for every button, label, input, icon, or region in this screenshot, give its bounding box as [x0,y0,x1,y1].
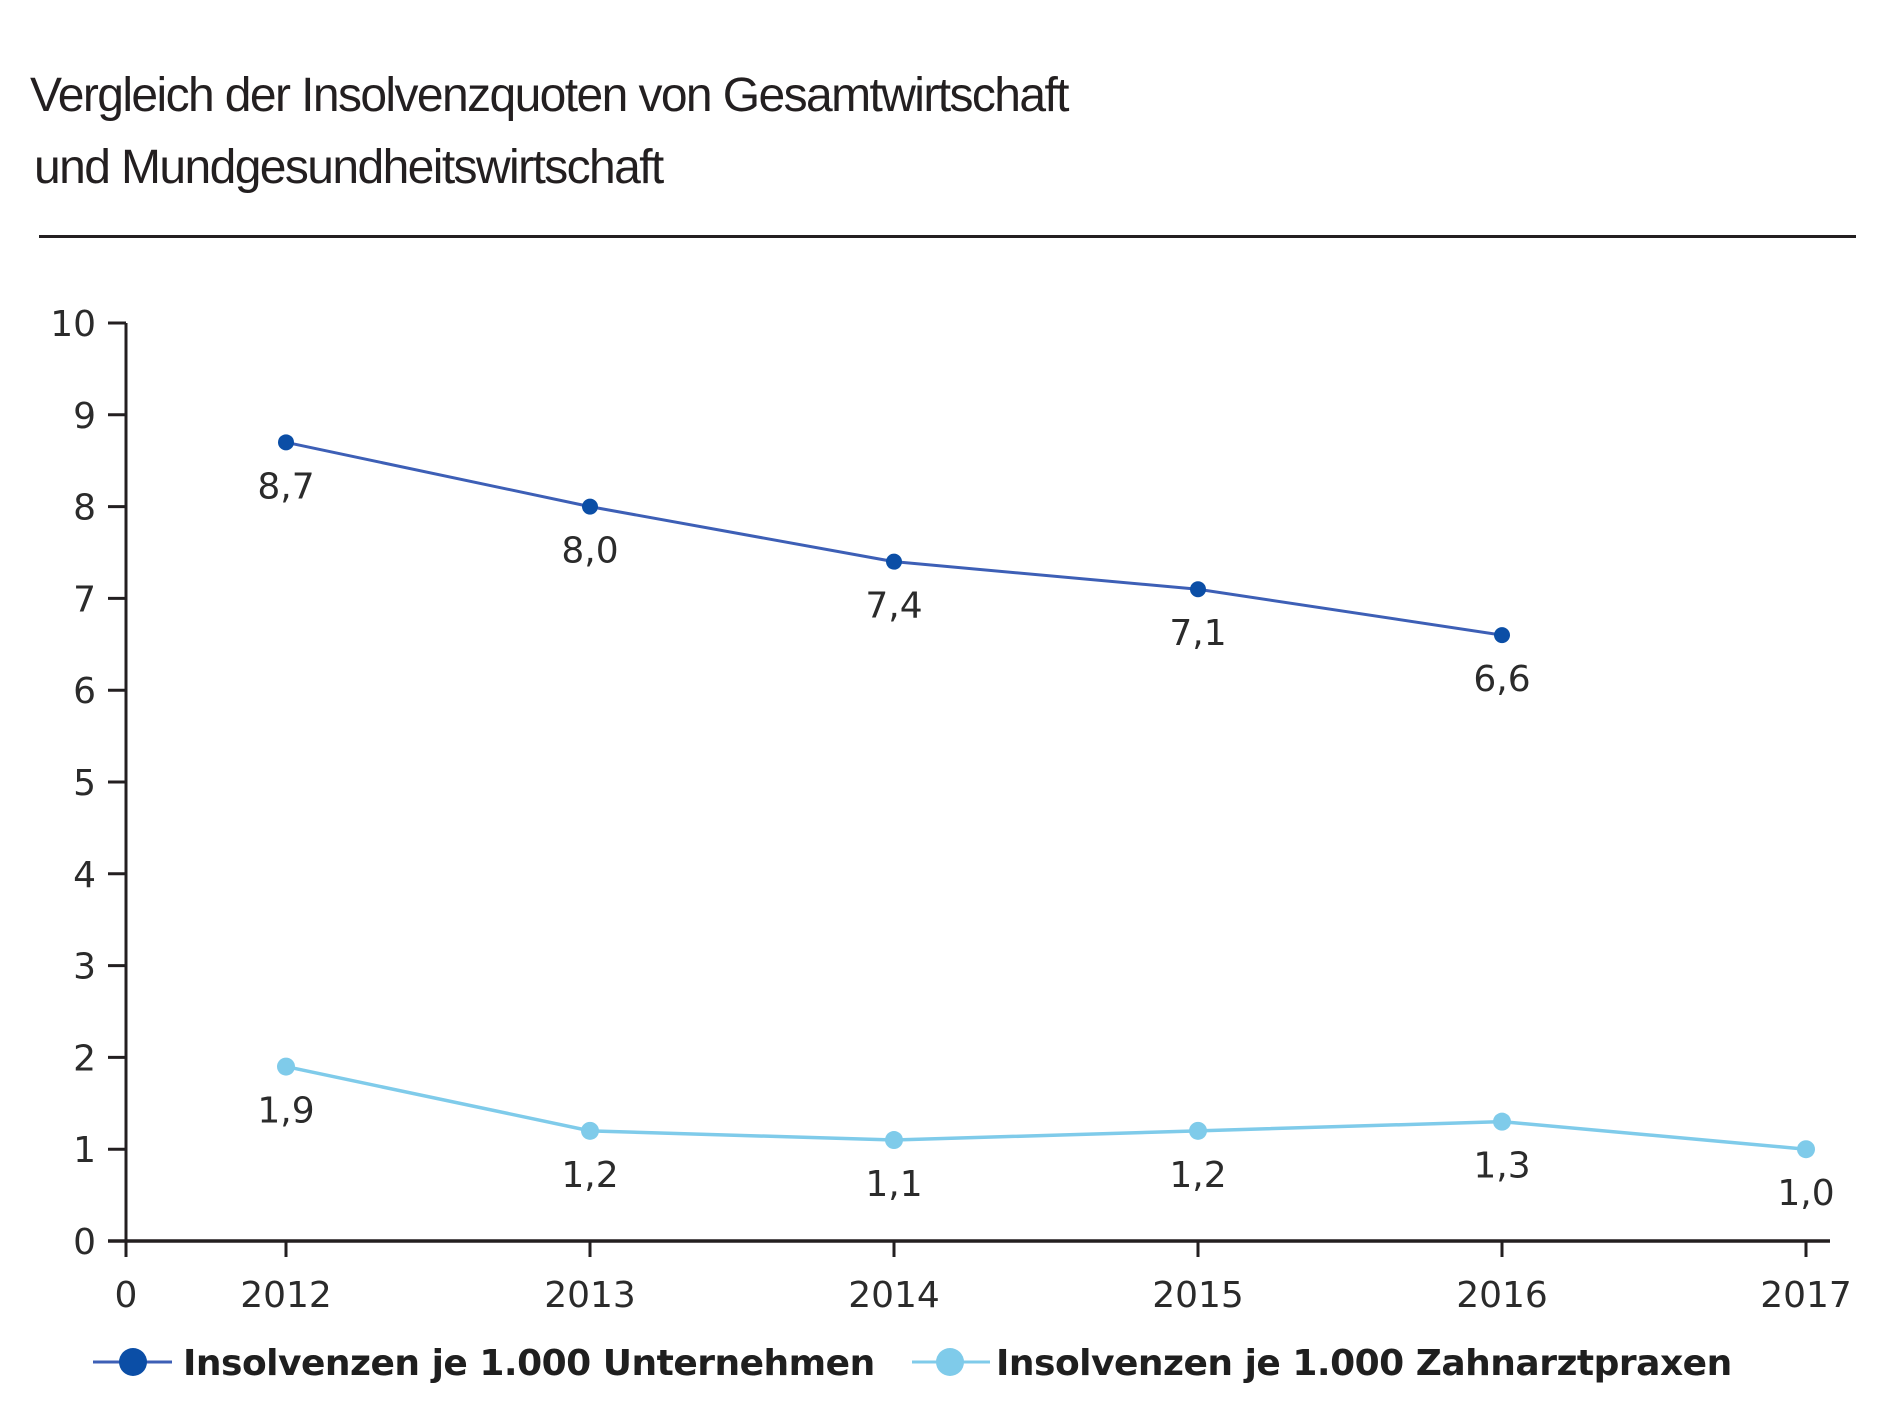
data-point [277,1057,295,1076]
data-label: 8,0 [561,531,618,572]
legend-label: Insolvenzen je 1.000 Unternehmen [183,1343,875,1384]
data-point [1189,1121,1207,1140]
y-tick-label: 0 [73,1222,96,1263]
data-label: 7,1 [1169,613,1226,654]
legend-label: Insolvenzen je 1.000 Zahnarztpraxen [996,1343,1732,1384]
legend: Insolvenzen je 1.000 Unternehmen Insolven… [93,1343,1732,1384]
legend-item-2: Insolvenzen je 1.000 Zahnarztpraxen [912,1343,1732,1384]
title-divider [39,235,1856,238]
data-point [1493,1112,1511,1131]
x-tick-label: 2016 [1456,1275,1548,1316]
data-point [1797,1140,1815,1159]
series-layer: 8,7 8,0 7,4 7,1 6,6 1,9 1,2 1,1 1,2 1,3 1,0 [257,434,1835,1214]
x-tick-label: 2013 [544,1275,636,1316]
y-tick-label: 5 [73,763,96,804]
data-point [1494,627,1510,644]
data-label: 1,9 [257,1091,314,1132]
series-line [285,1064,1807,1151]
data-label: 7,4 [865,586,922,627]
y-tick-label: 1 [73,1130,96,1171]
data-label: 1,3 [1473,1146,1530,1187]
y-tick-label: 2 [73,1038,96,1079]
series-2: 1,9 1,2 1,1 1,2 1,3 1,0 [257,1057,1835,1214]
data-label: 8,7 [257,466,314,507]
x-tick-label: 2012 [240,1275,332,1316]
data-point [582,498,598,515]
chart-title-line-1: Vergleich der Insolvenzquoten von Gesamt… [30,69,1070,122]
data-label: 1,0 [1777,1173,1834,1214]
data-label: 1,1 [865,1164,922,1205]
data-label: 1,2 [1169,1155,1226,1196]
data-point [278,434,294,451]
axes: 0 1 2 3 4 5 6 7 8 9 10 0 2012 2013 2014 2015 2016 2017 [50,304,1852,1316]
y-tick-label: 8 [73,488,96,529]
y-tick-label: 7 [73,579,96,620]
data-point [1190,581,1206,598]
y-tick-label: 3 [73,947,96,988]
y-tick-label: 4 [73,855,96,896]
data-point [886,553,902,570]
legend-item-1: Insolvenzen je 1.000 Unternehmen [93,1343,875,1384]
data-point [885,1131,903,1150]
legend-marker [119,1348,147,1376]
y-tick-label: 10 [50,304,96,345]
x-tick-label: 2017 [1760,1275,1852,1316]
x-tick-label: 2014 [848,1275,940,1316]
data-label: 1,2 [561,1155,618,1196]
data-label: 6,6 [1473,659,1530,700]
chart-title-line-2: und Mundgesundheitswirtschaft [34,141,664,194]
y-tick-label: 9 [73,396,96,437]
data-point [581,1121,599,1140]
legend-marker [936,1348,964,1376]
x-tick-label: 2015 [1152,1275,1244,1316]
series-1: 8,7 8,0 7,4 7,1 6,6 [257,434,1531,700]
x-origin-label: 0 [115,1275,138,1316]
y-tick-label: 6 [73,671,96,712]
